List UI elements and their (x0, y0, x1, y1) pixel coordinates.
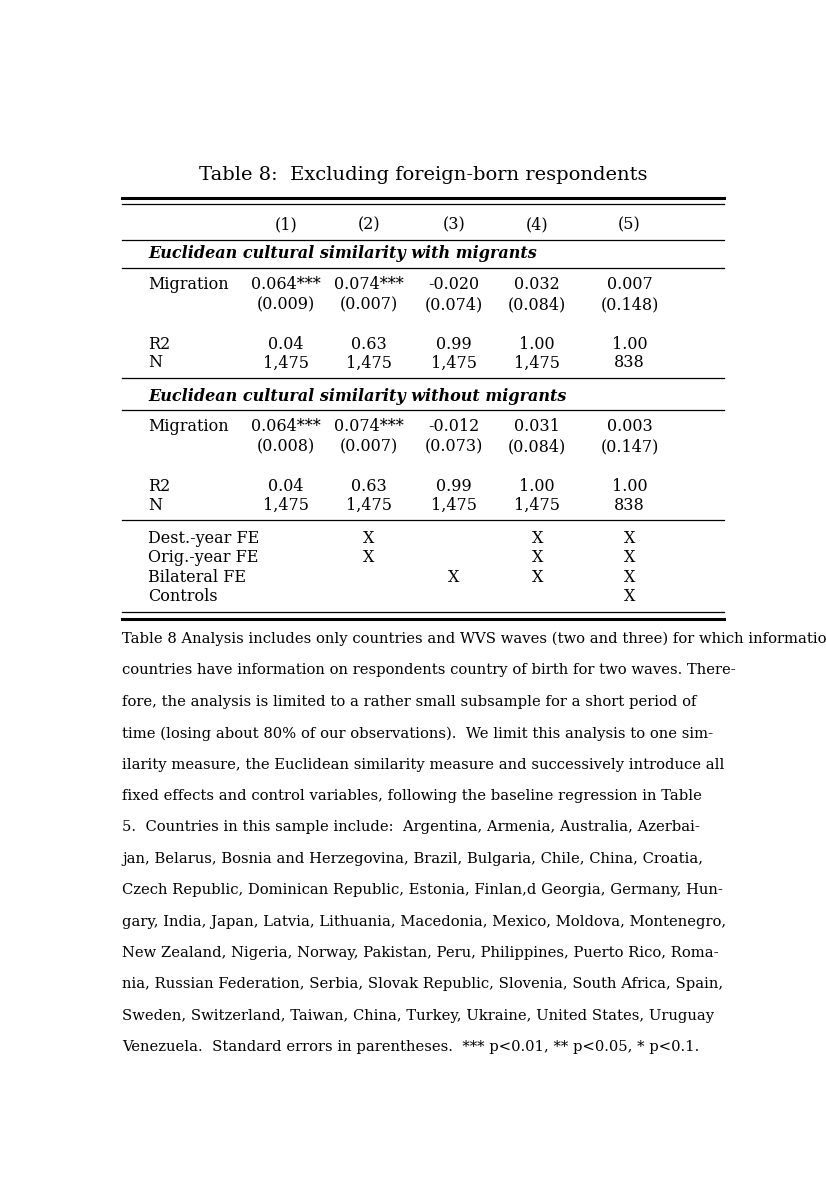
Text: (0.084): (0.084) (508, 296, 567, 313)
Text: Czech Republic, Dominican Republic, Estonia, Finlan,d Georgia, Germany, Hun-: Czech Republic, Dominican Republic, Esto… (122, 883, 724, 898)
Text: X: X (624, 530, 635, 547)
Text: Euclidean cultural similarity with migrants: Euclidean cultural similarity with migra… (148, 246, 537, 263)
Text: New Zealand, Nigeria, Norway, Pakistan, Peru, Philippines, Puerto Rico, Roma-: New Zealand, Nigeria, Norway, Pakistan, … (122, 946, 719, 960)
Text: 1,475: 1,475 (431, 497, 477, 514)
Text: X: X (532, 569, 543, 586)
Text: X: X (449, 569, 460, 586)
Text: Migration: Migration (148, 419, 229, 436)
Text: X: X (532, 550, 543, 566)
Text: X: X (363, 550, 375, 566)
Text: (0.009): (0.009) (257, 296, 315, 313)
Text: (0.073): (0.073) (425, 438, 483, 456)
Text: 1,475: 1,475 (263, 354, 309, 372)
Text: 0.074***: 0.074*** (334, 276, 404, 293)
Text: N: N (148, 497, 162, 514)
Text: Euclidean cultural similarity without migrants: Euclidean cultural similarity without mi… (148, 388, 567, 404)
Text: (2): (2) (358, 216, 380, 233)
Text: 0.074***: 0.074*** (334, 419, 404, 436)
Text: N: N (148, 354, 162, 372)
Text: Sweden, Switzerland, Taiwan, China, Turkey, Ukraine, United States, Uruguay: Sweden, Switzerland, Taiwan, China, Turk… (122, 1009, 714, 1022)
Text: 0.04: 0.04 (268, 479, 303, 496)
Text: 838: 838 (614, 497, 645, 514)
Text: nia, Russian Federation, Serbia, Slovak Republic, Slovenia, South Africa, Spain,: nia, Russian Federation, Serbia, Slovak … (122, 978, 724, 991)
Text: X: X (532, 530, 543, 547)
Text: 1,475: 1,475 (346, 354, 392, 372)
Text: fore, the analysis is limited to a rather small subsample for a short period of: fore, the analysis is limited to a rathe… (122, 695, 697, 709)
Text: Venezuela.  Standard errors in parentheses.  *** p<0.01, ** p<0.05, * p<0.1.: Venezuela. Standard errors in parenthese… (122, 1040, 700, 1055)
Text: Dest.-year FE: Dest.-year FE (148, 530, 259, 547)
Text: 0.007: 0.007 (606, 276, 653, 293)
Text: ilarity measure, the Euclidean similarity measure and successively introduce all: ilarity measure, the Euclidean similarit… (122, 757, 725, 772)
Text: 0.99: 0.99 (436, 479, 472, 496)
Text: 1,475: 1,475 (515, 354, 560, 372)
Text: 1,475: 1,475 (515, 497, 560, 514)
Text: Table 8 Analysis includes only countries and WVS waves (two and three) for which: Table 8 Analysis includes only countries… (122, 632, 826, 647)
Text: 1.00: 1.00 (611, 336, 648, 353)
Text: 1.00: 1.00 (611, 479, 648, 496)
Text: 0.99: 0.99 (436, 336, 472, 353)
Text: (3): (3) (443, 216, 465, 233)
Text: jan, Belarus, Bosnia and Herzegovina, Brazil, Bulgaria, Chile, China, Croatia,: jan, Belarus, Bosnia and Herzegovina, Br… (122, 852, 704, 865)
Text: gary, India, Japan, Latvia, Lithuania, Macedonia, Mexico, Moldova, Montenegro,: gary, India, Japan, Latvia, Lithuania, M… (122, 914, 727, 929)
Text: 0.032: 0.032 (515, 276, 560, 293)
Text: Orig.-year FE: Orig.-year FE (148, 550, 259, 566)
Text: R2: R2 (148, 479, 170, 496)
Text: 0.064***: 0.064*** (251, 276, 320, 293)
Text: Bilateral FE: Bilateral FE (148, 569, 246, 586)
Text: Controls: Controls (148, 588, 218, 605)
Text: (0.007): (0.007) (339, 296, 398, 313)
Text: (0.148): (0.148) (601, 296, 658, 313)
Text: 0.63: 0.63 (351, 336, 387, 353)
Text: (5): (5) (618, 216, 641, 233)
Text: 0.63: 0.63 (351, 479, 387, 496)
Text: (0.084): (0.084) (508, 438, 567, 456)
Text: time (losing about 80% of our observations).  We limit this analysis to one sim-: time (losing about 80% of our observatio… (122, 726, 714, 740)
Text: 0.064***: 0.064*** (251, 419, 320, 436)
Text: 838: 838 (614, 354, 645, 372)
Text: R2: R2 (148, 336, 170, 353)
Text: (4): (4) (526, 216, 548, 233)
Text: 1,475: 1,475 (346, 497, 392, 514)
Text: (0.007): (0.007) (339, 438, 398, 456)
Text: X: X (624, 588, 635, 605)
Text: X: X (624, 550, 635, 566)
Text: Migration: Migration (148, 276, 229, 293)
Text: (0.147): (0.147) (601, 438, 658, 456)
Text: Table 8:  Excluding foreign-born respondents: Table 8: Excluding foreign-born responde… (199, 167, 648, 185)
Text: 1,475: 1,475 (431, 354, 477, 372)
Text: -0.020: -0.020 (429, 276, 480, 293)
Text: 1.00: 1.00 (520, 479, 555, 496)
Text: 1.00: 1.00 (520, 336, 555, 353)
Text: countries have information on respondents country of birth for two waves. There-: countries have information on respondent… (122, 664, 736, 677)
Text: -0.012: -0.012 (429, 419, 480, 436)
Text: 1,475: 1,475 (263, 497, 309, 514)
Text: 0.003: 0.003 (606, 419, 653, 436)
Text: 5.  Countries in this sample include:  Argentina, Armenia, Australia, Azerbai-: 5. Countries in this sample include: Arg… (122, 821, 700, 834)
Text: 0.04: 0.04 (268, 336, 303, 353)
Text: (0.008): (0.008) (257, 438, 315, 456)
Text: X: X (624, 569, 635, 586)
Text: X: X (363, 530, 375, 547)
Text: 0.031: 0.031 (515, 419, 560, 436)
Text: (0.074): (0.074) (425, 296, 483, 313)
Text: fixed effects and control variables, following the baseline regression in Table: fixed effects and control variables, fol… (122, 788, 702, 803)
Text: (1): (1) (274, 216, 297, 233)
